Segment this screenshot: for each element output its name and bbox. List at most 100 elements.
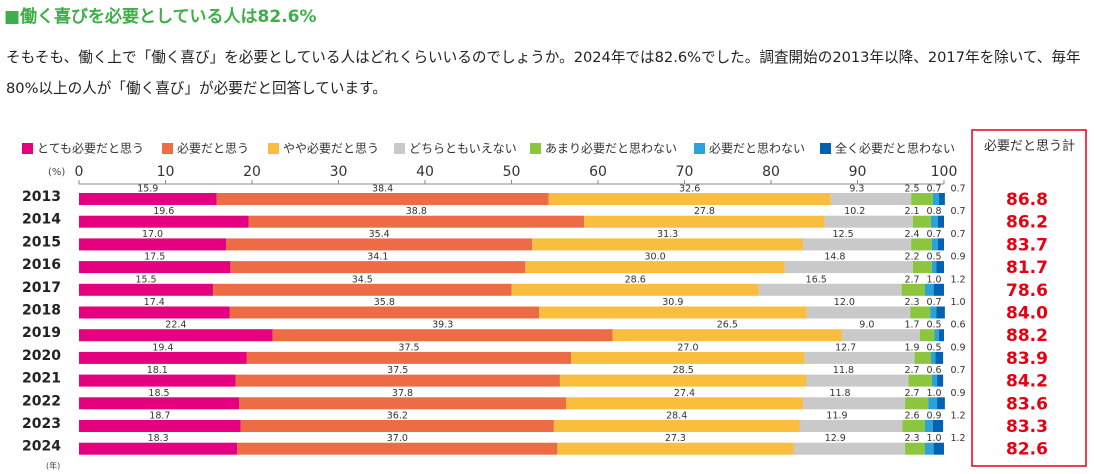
value-label: 19.4 [152,342,173,353]
y-unit: (年) [46,461,60,471]
x-tick-label: 80 [762,164,780,180]
y-tick-label: 2022 [22,393,61,409]
bar-segment [905,397,929,410]
value-label: 0.7 [926,297,941,308]
value-label: 28.5 [673,365,694,376]
value-label: 0.7 [950,184,965,195]
bar-segment [919,329,935,342]
y-tick-label: 2023 [22,416,61,432]
bar-segment [934,329,939,342]
bar-segment [79,329,273,342]
x-tick-label: 60 [589,164,607,180]
bar-segment [79,420,241,432]
bar-segment [612,329,842,342]
value-label: 18.1 [147,365,168,376]
total-value: 86.8 [1006,190,1048,210]
value-label: 18.7 [149,411,170,422]
value-label: 2.1 [904,206,919,217]
value-label: 0.7 [950,365,965,376]
bar-segment [79,193,217,205]
value-label: 27.3 [665,433,686,444]
bar-segment [213,283,512,296]
legend-label: 必要だと思わない [709,142,805,156]
total-box [971,129,1087,467]
bar-segment [803,238,912,251]
x-tick-label: 0 [75,164,84,180]
total-value: 84.2 [1006,372,1048,392]
total-value: 82.6 [1006,440,1048,460]
total-value: 83.3 [1006,417,1048,437]
value-label: 0.9 [950,252,965,263]
bar-segment [557,442,794,455]
value-label: 2.3 [904,433,919,444]
value-label: 18.3 [148,433,169,444]
value-label: 32.6 [679,184,700,195]
x-tick-label: 20 [243,164,261,180]
bar-segment [79,261,231,274]
bar-segment [79,374,236,387]
value-label: 19.6 [153,206,174,217]
value-label: 0.9 [950,342,965,353]
heading: ■働く喜びを必要としている人は82.6% [4,7,317,27]
legend-label: あまり必要だと思わない [545,142,677,156]
bar-segment [235,374,560,387]
value-label: 1.2 [950,411,965,422]
bar-segment [937,238,944,251]
bar-segment [784,261,913,274]
value-label: 1.0 [926,433,941,444]
value-label: 1.7 [904,320,919,331]
bar-segment [804,351,915,364]
bar-segment [230,261,526,274]
y-tick-label: 2019 [22,325,61,341]
legend-swatch [694,143,705,154]
bar-segment [239,397,566,410]
bar-segment [937,215,944,228]
legend-swatch [394,143,405,154]
value-label: 12.5 [832,229,853,240]
bar-segment [931,374,938,387]
bar-segment [936,306,945,319]
bar-segment [930,306,937,319]
total-value: 88.2 [1006,326,1048,346]
bar-segment [237,442,558,455]
total-value: 83.7 [1006,235,1048,255]
bar-segment [933,442,944,455]
value-label: 15.9 [137,184,158,195]
bar-segment [912,261,932,274]
bar-segment [248,215,585,228]
y-tick-label: 2016 [22,257,61,273]
total-value: 83.9 [1006,349,1048,369]
value-label: 0.6 [926,365,941,376]
value-label: 30.0 [645,252,666,263]
bar-segment [938,193,945,205]
legend-label: どちらともいえない [409,142,517,156]
bar-segment [841,329,920,342]
value-label: 11.8 [833,365,854,376]
value-label: 1.9 [904,342,919,353]
y-tick-label: 2018 [22,303,61,319]
x-tick-label: 90 [849,164,867,180]
x-tick-label: 10 [157,164,175,180]
value-label: 16.5 [806,274,827,285]
value-label: 0.5 [926,320,941,331]
bar-segment [937,374,944,387]
bar-segment [79,283,214,296]
bar-segment [272,329,613,342]
legend-swatch [530,143,541,154]
bar-segment [924,442,934,455]
y-tick-label: 2013 [22,189,61,205]
bar-segment [902,420,925,432]
total-value: 81.7 [1006,258,1048,278]
value-label: 11.8 [829,388,850,399]
bar-segment [936,261,944,274]
bar-segment [924,283,934,296]
bar-segment [216,193,549,205]
bar-segment [553,420,800,432]
value-label: 31.3 [657,229,678,240]
bar-segment [914,351,932,364]
value-label: 27.4 [674,388,695,399]
x-tick-label: 40 [416,164,434,180]
x-tick-label: 100 [931,164,958,180]
bar-segment [539,306,807,319]
